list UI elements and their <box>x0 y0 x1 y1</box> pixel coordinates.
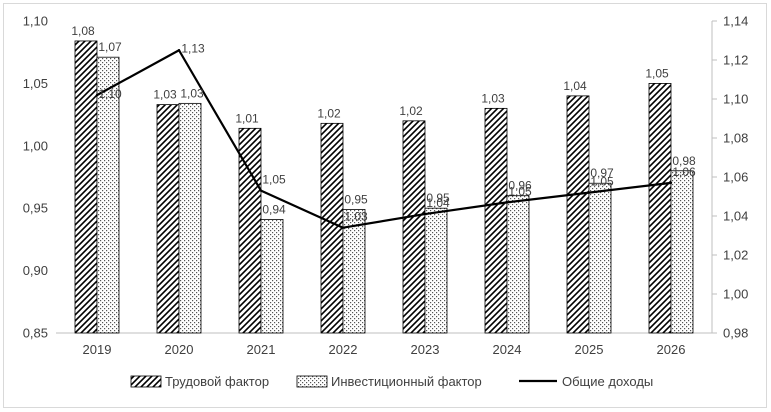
labor-factor-data-label: 1,01 <box>235 111 259 125</box>
right-y-tick-label: 0,98 <box>723 326 748 341</box>
labor-factor-data-label: 1,04 <box>563 79 587 93</box>
x-tick-label: 2021 <box>247 342 276 357</box>
total-income-point <box>505 201 509 204</box>
chart-frame <box>3 3 767 408</box>
left-y-tick-label: 1,00 <box>23 138 48 153</box>
total-income-data-label: 1,05 <box>590 175 614 189</box>
x-tick-label: 2025 <box>575 342 604 357</box>
bar-labor-factor <box>566 95 590 334</box>
investment-factor-data-label: 1,07 <box>98 40 122 54</box>
right-y-tick-label: 1,00 <box>723 287 748 302</box>
labor-factor-data-label: 1,03 <box>481 91 505 105</box>
bar-labor-factor <box>320 122 344 334</box>
data-labels-layer: 1,08 1,03 1,01 1,02 1,02 1,03 1,04 1,05 1,07 1,03… <box>71 24 696 224</box>
total-income-point <box>669 181 673 185</box>
legend-label-total-income: Общие доходы <box>562 374 653 389</box>
left-y-tick-label: 0,85 <box>23 326 48 341</box>
total-income-data-label: 1,05 <box>262 173 286 187</box>
right-y-tick-label: 1,10 <box>723 92 748 107</box>
line-layer <box>95 49 673 229</box>
left-y-tick-label: 1,05 <box>23 76 48 91</box>
investment-factor-data-label: 0,95 <box>344 192 368 206</box>
labor-factor-data-label: 1,08 <box>71 24 95 38</box>
bar-labor-factor <box>74 40 98 334</box>
total-income-data-label: 1,05 <box>508 184 532 198</box>
legend-swatch-investment-factor <box>296 375 328 388</box>
bar-labor-factor <box>156 104 180 334</box>
bar-investment-factor <box>588 182 612 334</box>
bar-investment-factor <box>178 102 202 334</box>
labor-factor-data-label: 1,02 <box>399 104 423 118</box>
right-y-tick-label: 1,14 <box>723 14 748 29</box>
bar-investment-factor <box>670 170 694 334</box>
labor-factor-data-label: 1,05 <box>645 66 669 80</box>
total-income-point <box>341 226 345 229</box>
legend-swatch-labor-factor <box>130 375 162 388</box>
x-tick-label: 2026 <box>657 342 686 357</box>
x-tick-label: 2020 <box>165 342 194 357</box>
bar-investment-factor <box>342 209 366 334</box>
bar-investment-factor <box>424 207 448 334</box>
labor-factor-data-label: 1,02 <box>317 106 341 120</box>
bar-labor-factor <box>484 107 508 334</box>
bar-labor-factor <box>648 83 672 334</box>
axes-layer: 0,85 0,90 0,95 1,00 1,05 1,10 0,98 1,00 1,02 1,04… <box>23 14 749 358</box>
legend-label-investment-factor: Инвестиционный фактор <box>331 374 482 389</box>
labor-factor-data-label: 1,03 <box>153 88 177 102</box>
total-income-data-label: 1,13 <box>181 41 205 55</box>
total-income-data-label: 1,04 <box>426 196 450 210</box>
bar-investment-factor <box>96 56 120 334</box>
investment-factor-data-label: 0,95 <box>426 191 450 205</box>
right-y-tick-label: 1,04 <box>723 209 748 224</box>
investment-factor-data-label: 0,97 <box>590 166 614 180</box>
bar-investment-factor <box>506 195 530 334</box>
investment-factor-data-label: 0,98 <box>672 154 696 168</box>
total-income-data-label: 1,03 <box>344 210 368 224</box>
total-income-data-label: 1,06 <box>672 165 696 179</box>
left-y-tick-label: 0,95 <box>23 201 48 216</box>
x-tick-label: 2022 <box>329 342 358 357</box>
investment-factor-data-label: 0,96 <box>508 179 532 193</box>
right-y-tick-label: 1,02 <box>723 248 748 263</box>
total-income-point <box>177 49 181 52</box>
right-y-tick-label: 1,06 <box>723 170 748 185</box>
investment-factor-data-label: 0,94 <box>262 202 286 216</box>
legend: Трудовой фактор Инвестиционный фактор Общи… <box>130 374 653 389</box>
bar-labor-factor <box>402 120 426 334</box>
line-total-income <box>96 49 672 229</box>
total-income-point <box>259 189 263 192</box>
legend-label-labor-factor: Трудовой фактор <box>165 374 269 389</box>
total-income-data-label: 1,10 <box>98 87 122 101</box>
left-y-tick-label: 1,10 <box>23 14 48 29</box>
total-income-point <box>95 93 99 97</box>
bar-investment-factor <box>260 219 284 334</box>
total-income-point <box>423 212 427 216</box>
bars-layer <box>74 40 694 334</box>
x-tick-label: 2024 <box>493 342 522 357</box>
investment-factor-data-label: 1,03 <box>180 86 204 100</box>
x-tick-label: 2023 <box>411 342 440 357</box>
left-y-tick-label: 0,90 <box>23 263 48 278</box>
x-tick-label: 2019 <box>83 342 112 357</box>
right-y-tick-label: 1,12 <box>723 53 748 68</box>
total-income-point <box>587 191 591 194</box>
right-y-tick-label: 1,08 <box>723 131 748 146</box>
